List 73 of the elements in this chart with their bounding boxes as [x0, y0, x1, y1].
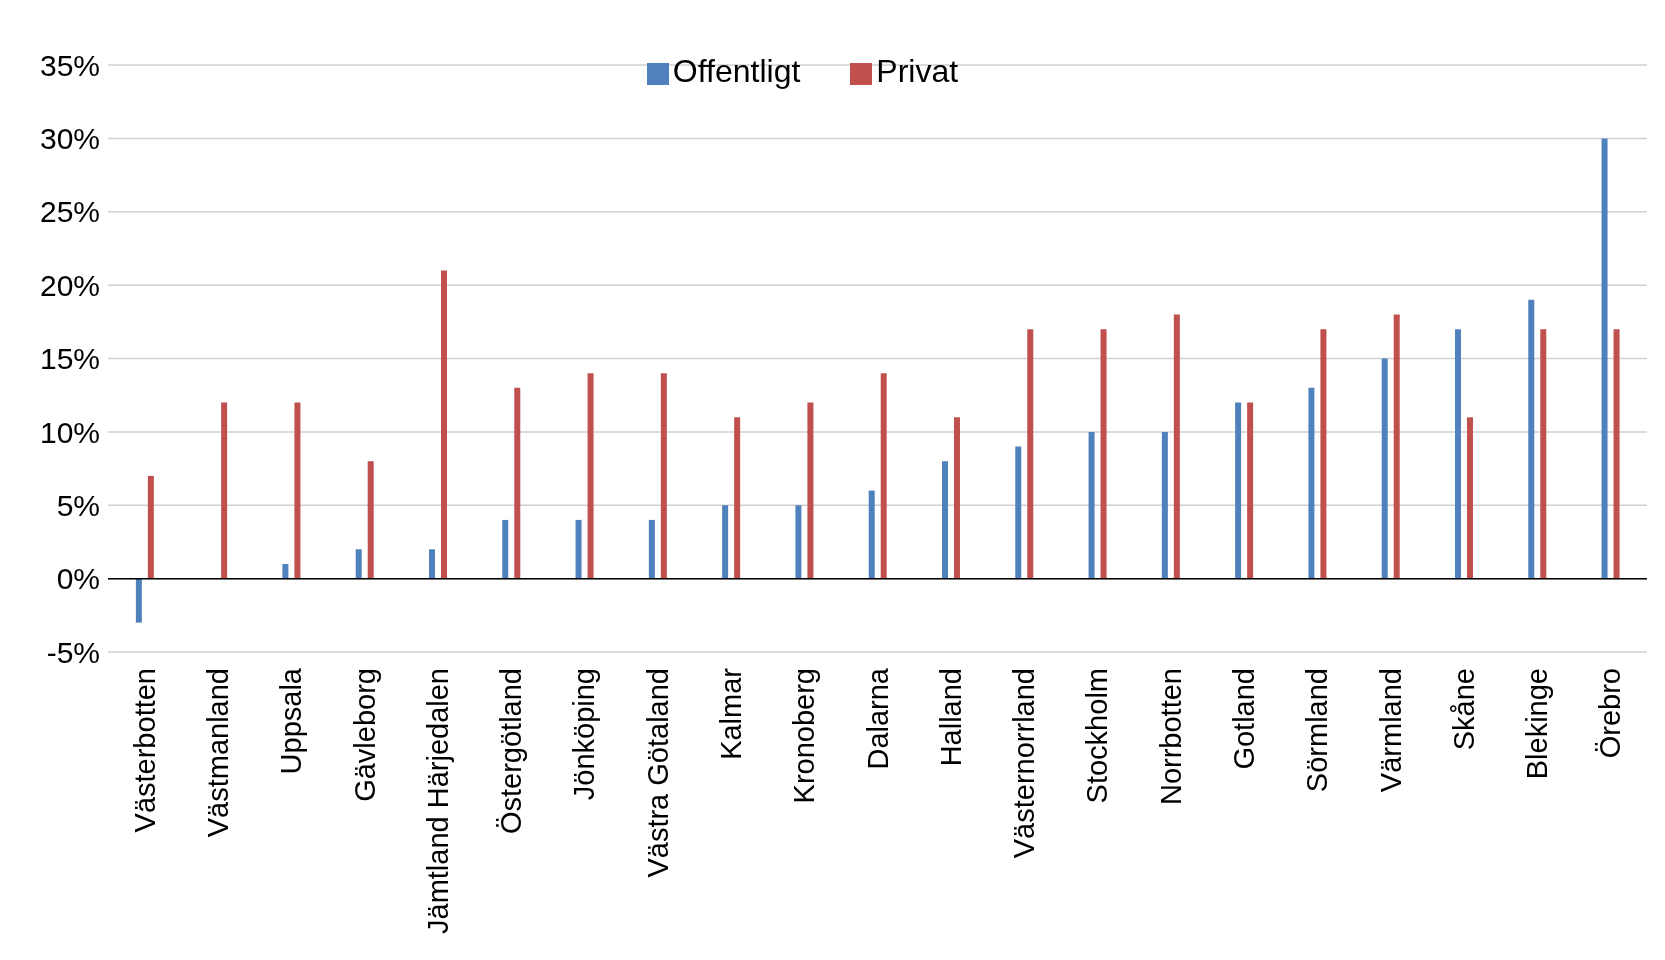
y-tick-label: 35%	[39, 48, 100, 82]
bar	[587, 373, 594, 579]
bar	[147, 475, 154, 579]
bar	[1235, 402, 1242, 579]
x-tick-label: Västerbotten	[128, 668, 161, 833]
bar	[514, 387, 521, 579]
y-tick-label: 0%	[56, 562, 100, 596]
bar	[1173, 314, 1180, 579]
bar	[868, 490, 875, 579]
x-tick-label: Jämtland Härjedalen	[421, 668, 454, 934]
bar	[953, 417, 960, 579]
bar	[1466, 417, 1473, 579]
x-tick-label: Blekinge	[1521, 668, 1554, 780]
bar	[722, 505, 729, 579]
legend-label: Offentligt	[672, 53, 801, 89]
x-tick-label: Sörmland	[1301, 668, 1334, 793]
x-tick-label: Stockholm	[1081, 668, 1114, 804]
bar	[1540, 329, 1547, 579]
x-tick-label: Kronoberg	[788, 668, 821, 804]
bar	[221, 402, 228, 579]
bar	[355, 549, 362, 579]
x-tick-label: Västra Götaland	[641, 668, 674, 878]
bar	[880, 373, 887, 579]
x-tick-label: Kalmar	[714, 667, 747, 760]
y-tick-label: -5%	[46, 635, 100, 669]
bar	[1027, 329, 1034, 579]
x-tick-label: Västernorrland	[1008, 668, 1041, 859]
x-tick-label: Värmland	[1374, 668, 1407, 793]
bar	[135, 578, 142, 623]
legend-label: Privat	[876, 53, 959, 89]
bar	[807, 402, 814, 579]
bar	[648, 519, 655, 579]
bar	[1015, 446, 1022, 579]
bar	[428, 549, 435, 579]
bar	[1088, 431, 1095, 579]
x-tick-label: Östergötland	[495, 668, 528, 835]
y-tick-label: 25%	[39, 195, 100, 229]
x-tick-label: Halland	[934, 668, 967, 767]
bar	[1308, 387, 1315, 579]
bar	[1613, 329, 1620, 579]
x-tick-label: Uppsala	[275, 667, 308, 775]
bar	[1247, 402, 1254, 579]
x-tick-label: Jönköping	[568, 668, 601, 801]
bar	[1320, 329, 1327, 579]
bar	[1393, 314, 1400, 579]
y-tick-label: 20%	[39, 268, 100, 302]
x-tick-label: Skåne	[1447, 668, 1480, 751]
bar	[294, 402, 301, 579]
y-tick-label: 15%	[39, 342, 100, 376]
bar	[1100, 329, 1107, 579]
x-tick-label: Gotland	[1227, 668, 1260, 770]
bar	[1454, 329, 1461, 579]
bar	[367, 461, 374, 579]
bar	[1381, 358, 1388, 579]
x-tick-label: Norrbotten	[1154, 668, 1187, 806]
bar	[1601, 138, 1608, 579]
bar	[1528, 299, 1535, 579]
x-tick-label: Örebro	[1594, 668, 1627, 759]
bar	[502, 519, 509, 579]
x-tick-label: Dalarna	[861, 667, 894, 770]
bar	[795, 505, 802, 579]
x-tick-label: Gävleborg	[348, 668, 381, 802]
bar	[941, 461, 948, 579]
y-tick-label: 10%	[39, 415, 100, 449]
bar	[734, 417, 741, 579]
bar	[660, 373, 667, 579]
x-tick-label: Västmanland	[201, 668, 234, 838]
y-tick-label: 5%	[56, 488, 100, 522]
bar	[282, 563, 289, 579]
y-tick-label: 30%	[39, 122, 100, 156]
bar	[575, 519, 582, 579]
bar	[440, 270, 447, 579]
bar	[1161, 431, 1168, 579]
